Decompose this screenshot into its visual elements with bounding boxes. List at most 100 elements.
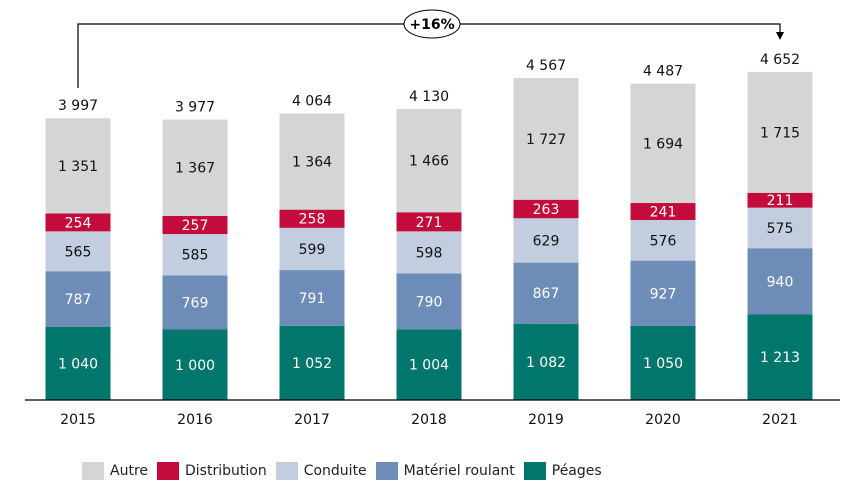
bar-segment-conduite-2021	[747, 207, 813, 249]
bar-segment-autre-2021	[747, 71, 813, 193]
data-label: 769	[182, 295, 209, 311]
bar-segment-conduite-2017	[279, 227, 345, 271]
data-label: 1 694	[643, 136, 683, 152]
total-label: 4 567	[526, 58, 566, 74]
bar-segment-distribution-2017	[279, 209, 345, 228]
legend: Autre Distribution Conduite Matériel roulan…	[82, 462, 611, 480]
legend-label: Autre	[110, 463, 149, 479]
bar-segment-mat-riel-roulant-2018	[396, 273, 462, 330]
bar-stack-2017: 1 052 791 599 258 1 364	[279, 113, 345, 400]
bar-segment-p-ages-2017	[279, 325, 345, 400]
data-label: 258	[299, 212, 326, 228]
data-label: 241	[650, 205, 677, 221]
legend-label: Conduite	[303, 463, 367, 479]
x-tick-label: 2021	[762, 412, 798, 428]
data-label: 254	[65, 215, 92, 231]
legend-label: Distribution	[185, 463, 267, 479]
data-label: 598	[416, 245, 443, 261]
data-label: 585	[182, 248, 209, 264]
data-label: 1 000	[175, 358, 215, 374]
bar-segment-conduite-2018	[396, 231, 462, 274]
data-label: 1 364	[292, 155, 332, 171]
data-label: 787	[65, 292, 92, 308]
bar-segment-autre-2019	[513, 77, 579, 200]
legend-swatch	[375, 462, 398, 480]
bar-segment-conduite-2015	[45, 231, 111, 272]
data-label: 1 040	[58, 356, 98, 372]
x-tick-label: 2015	[60, 412, 96, 428]
x-tick-label: 2019	[528, 412, 564, 428]
bar-stack-2021: 1 213 940 575 211 1 715	[747, 71, 813, 400]
legend-item-conduite: Conduite	[275, 462, 367, 480]
bar-segment-p-ages-2016	[162, 329, 228, 400]
bar-segment-conduite-2016	[162, 234, 228, 276]
data-label: 271	[416, 215, 443, 231]
data-label: 1 213	[760, 350, 800, 366]
bar-segment-p-ages-2021	[747, 314, 813, 400]
data-label: 927	[650, 286, 677, 302]
data-label: 1 466	[409, 154, 449, 170]
data-label: 1 050	[643, 356, 683, 372]
data-label: 211	[767, 193, 794, 209]
data-label: 1 367	[175, 161, 215, 177]
legend-item-p-ages: Péages	[523, 462, 602, 480]
data-label: 1 052	[292, 356, 332, 372]
x-tick-label: 2016	[177, 412, 213, 428]
bar-segment-distribution-2019	[513, 199, 579, 219]
arrow-down-icon	[776, 32, 784, 40]
data-label: 629	[533, 233, 560, 249]
bar-stack-2020: 1 050 927 576 241 1 694	[630, 83, 696, 400]
legend-label: Matériel roulant	[403, 463, 515, 479]
bar-segment-mat-riel-roulant-2019	[513, 262, 579, 324]
total-label: 3 997	[58, 98, 98, 114]
bar-segment-mat-riel-roulant-2020	[630, 260, 696, 326]
total-label: 4 652	[760, 52, 800, 68]
bar-segment-distribution-2021	[747, 192, 813, 208]
bar-segment-distribution-2020	[630, 203, 696, 221]
legend-item-mat-riel-roulant: Matériel roulant	[375, 462, 515, 480]
bar-segment-p-ages-2015	[45, 326, 111, 400]
legend-swatch	[275, 462, 298, 480]
legend-swatch	[157, 462, 180, 480]
growth-badge	[403, 9, 461, 39]
data-label: 1 351	[58, 159, 98, 175]
bar-segment-p-ages-2018	[396, 329, 462, 400]
bar-segment-p-ages-2019	[513, 323, 579, 400]
total-label: 4 130	[409, 89, 449, 105]
bar-segment-autre-2015	[45, 118, 111, 214]
growth-badge-label: +16%	[409, 17, 454, 33]
x-tick-label: 2020	[645, 412, 681, 428]
legend-swatch	[82, 462, 104, 480]
bar-segment-distribution-2015	[45, 213, 111, 232]
total-label: 4 487	[643, 64, 683, 80]
bar-segment-autre-2016	[162, 119, 228, 216]
total-label: 4 064	[292, 93, 332, 109]
bar-stack-2015: 1 040 787 565 254 1 351	[45, 118, 111, 400]
data-label: 599	[299, 242, 326, 258]
bar-segment-mat-riel-roulant-2021	[747, 248, 813, 315]
bar-segment-distribution-2016	[162, 215, 228, 235]
bar-segment-autre-2020	[630, 83, 696, 204]
x-tick-label: 2017	[294, 412, 330, 428]
bar-segment-conduite-2020	[630, 220, 696, 261]
bar-stack-2018: 1 004 790 598 271 1 466	[396, 108, 462, 400]
x-tick-label: 2018	[411, 412, 447, 428]
bar-segment-mat-riel-roulant-2016	[162, 275, 228, 330]
data-label: 1 004	[409, 358, 449, 374]
data-label: 1 715	[760, 125, 800, 141]
bar-segment-mat-riel-roulant-2017	[279, 270, 345, 326]
bar-stack-2016: 1 000 769 585 257 1 367	[162, 119, 228, 400]
data-label: 565	[65, 244, 92, 260]
bar-segment-autre-2018	[396, 108, 462, 213]
data-label: 940	[767, 274, 794, 290]
data-label: 791	[299, 291, 326, 307]
data-label: 1 727	[526, 132, 566, 148]
bar-segment-distribution-2018	[396, 212, 462, 232]
legend-swatch	[523, 462, 546, 480]
data-label: 1 082	[526, 355, 566, 371]
data-label: 867	[533, 286, 560, 302]
bar-segment-conduite-2019	[513, 218, 579, 263]
data-label: 790	[416, 294, 443, 310]
data-label: 263	[533, 202, 560, 218]
